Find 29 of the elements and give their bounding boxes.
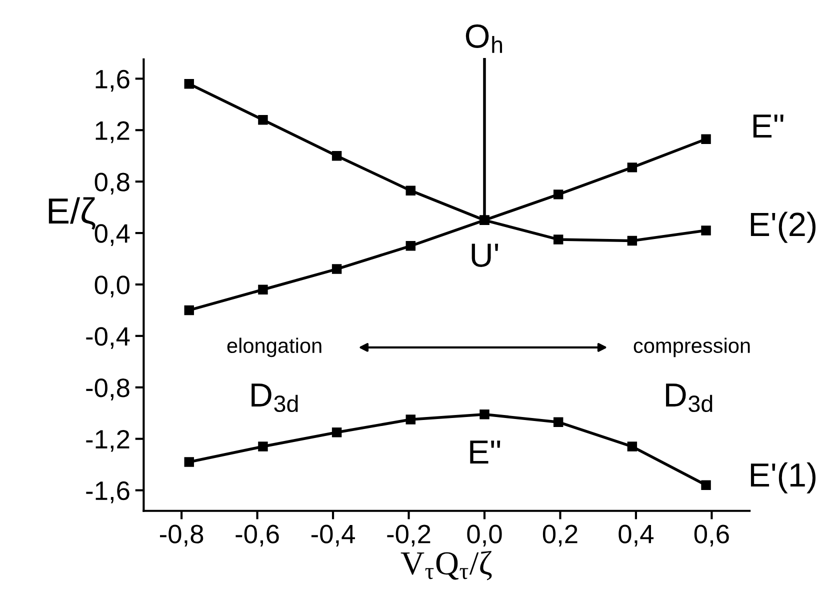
- y-tick-label: 0,8: [94, 172, 130, 195]
- x-tick-label: 0,2: [542, 524, 578, 547]
- y-tick-label: 0,0: [94, 276, 130, 298]
- y-tick-label: -1,2: [86, 430, 130, 452]
- x-tick-label: -0,2: [387, 524, 430, 547]
- y-axis-title: E/ζ: [48, 197, 96, 230]
- annotation: D$_{3d}$: [666, 384, 712, 412]
- y-tick-label: 0,4: [94, 224, 130, 246]
- y-tick-label: 1,2: [96, 121, 130, 144]
- x-tick-label: -0,8: [160, 524, 204, 547]
- x-tick-label: 0,0: [467, 524, 502, 547]
- annotation: compression: [634, 338, 750, 358]
- text: E'(2): [750, 212, 816, 243]
- annotation: U': [472, 244, 498, 267]
- x-axis-title: V$_{τ}$Q$_{τ}$/ζ: [400, 550, 492, 580]
- text: E'(1): [750, 462, 816, 494]
- annotation: E": [470, 440, 500, 464]
- y-tick-label: -0,4: [86, 327, 130, 349]
- y-tick-label: 1,6: [96, 70, 130, 92]
- x-tick-label: 0,6: [694, 524, 729, 547]
- annotation: D$_{3d}$: [252, 384, 298, 412]
- y-tick-label: -1,6: [86, 481, 130, 504]
- y-tick-label: -0,8: [86, 378, 130, 400]
- text: O$_{h}$: [466, 24, 502, 53]
- annotation: elongation: [227, 338, 322, 358]
- x-tick-label: -0,4: [311, 524, 355, 547]
- x-tick-label: 0,4: [618, 524, 654, 547]
- text: E": [753, 114, 784, 138]
- x-tick-label: -0,6: [236, 524, 279, 547]
